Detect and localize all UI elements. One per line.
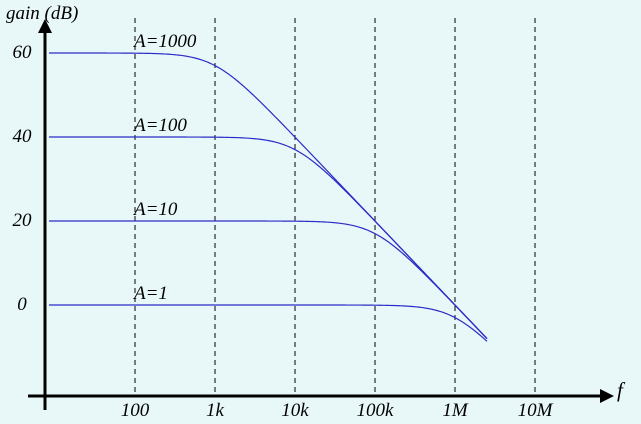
series-label-A=1: A=1 [132, 283, 168, 304]
gain-curve-A=100 [49, 136, 488, 340]
x-tick-label-1M: 1M [442, 400, 469, 421]
y-tick-label-40: 40 [13, 126, 33, 147]
y-tick-label-60: 60 [13, 42, 33, 63]
gain-curves [49, 52, 488, 342]
series-label-A=10: A=10 [132, 199, 178, 220]
x-tick-label-100k: 100k [357, 400, 395, 421]
x-tick-label-1k: 1k [206, 400, 225, 421]
x-tick-label-100: 100 [121, 400, 150, 421]
series-label-A=1000: A=1000 [132, 31, 197, 52]
y-tick-label-20: 20 [13, 210, 33, 231]
axes [28, 19, 614, 410]
gain-curve-A=1000 [49, 52, 488, 340]
y-axis-label: gain (dB) [6, 3, 78, 24]
y-tick-label-0: 0 [17, 294, 27, 315]
gain-curve-A=10 [49, 220, 488, 340]
series-label-A=100: A=100 [132, 115, 187, 136]
x-axis-label: f [617, 378, 626, 402]
y-axis-arrowhead [38, 19, 52, 33]
x-axis-arrowhead [600, 389, 614, 403]
grid-lines [134, 18, 536, 396]
x-tick-label-10k: 10k [281, 400, 309, 421]
labels: gain (dB) f 100 1k 10k 100k 1M 10M 60 40 20 0 A=10… [6, 3, 626, 421]
gain-curve-A=1 [49, 304, 488, 342]
x-tick-label-10M: 10M [518, 400, 554, 421]
